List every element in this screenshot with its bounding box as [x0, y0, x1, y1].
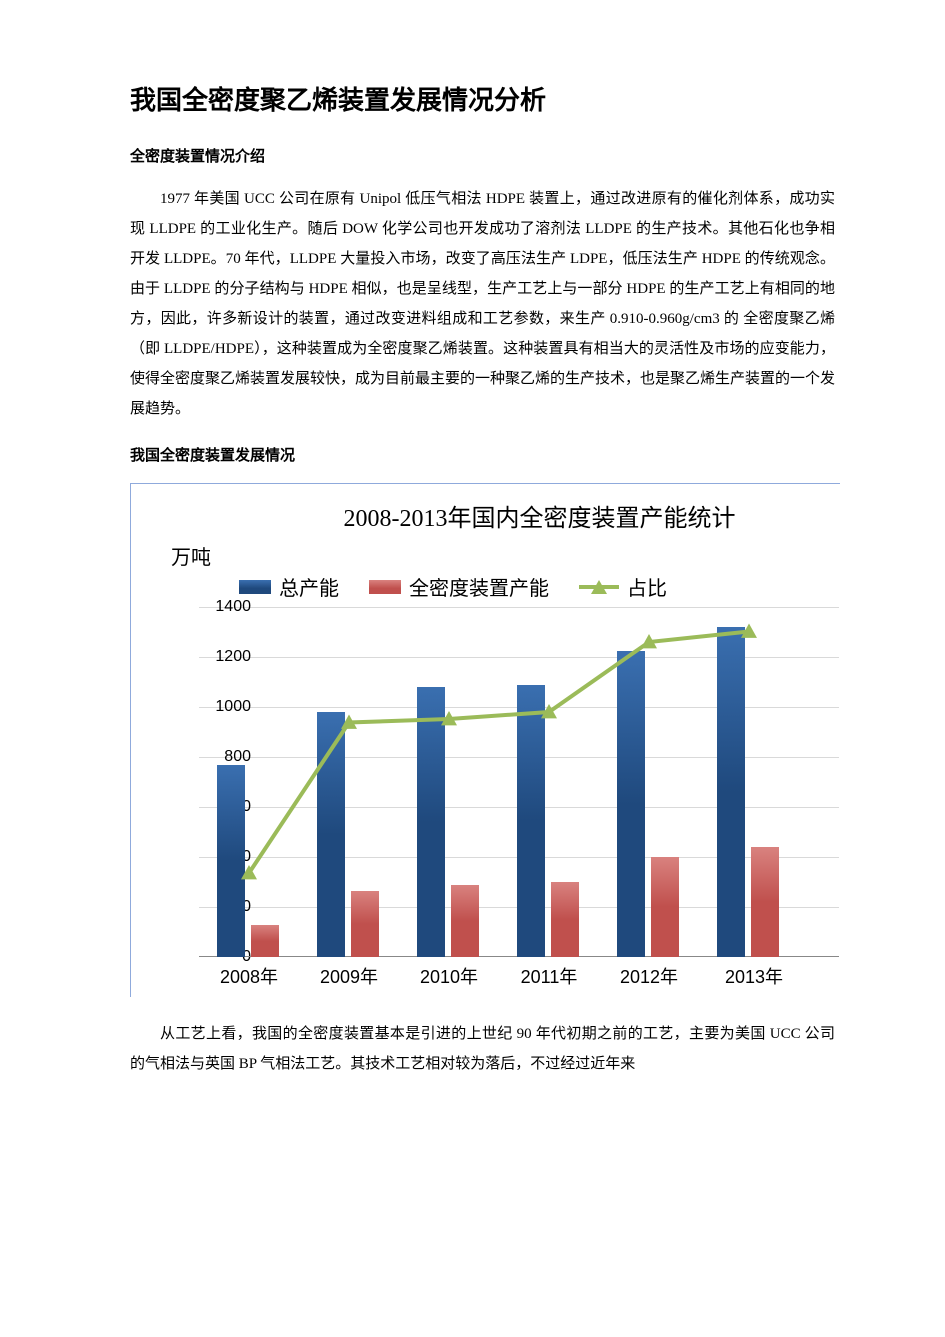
chart-xlabel: 2011年	[499, 963, 599, 989]
chart-xlabel: 2010年	[399, 963, 499, 989]
chart-xlabel: 2012年	[599, 963, 699, 989]
legend-label-total: 总产能	[279, 572, 339, 601]
legend-swatch-total	[239, 580, 271, 594]
chart-legend: 总产能 全密度装置产能 占比	[239, 572, 840, 601]
chart-bar-fd	[451, 885, 479, 958]
chart-y-unit: 万吨	[171, 541, 840, 570]
legend-label-ratio: 占比	[627, 572, 667, 601]
section-head-1: 全密度装置情况介绍	[130, 145, 835, 166]
chart-x-labels: 2008年2009年2010年2011年2012年2013年	[199, 957, 839, 989]
chart-bar-total	[517, 685, 545, 958]
section-head-2: 我国全密度装置发展情况	[130, 444, 835, 465]
chart-bar-fd	[651, 857, 679, 957]
chart-bar-total	[417, 687, 445, 957]
paragraph-2: 从工艺上看，我国的全密度装置基本是引进的上世纪 90 年代初期之前的工艺，主要为…	[130, 1019, 835, 1079]
chart-bar-fd	[551, 882, 579, 957]
legend-label-fd: 全密度装置产能	[409, 572, 549, 601]
legend-item-fd: 全密度装置产能	[369, 572, 549, 601]
chart-bar-total	[317, 712, 345, 957]
legend-item-ratio: 占比	[579, 572, 667, 601]
chart-bar-total	[717, 627, 745, 957]
chart-category	[499, 607, 599, 957]
chart-xlabel: 2009年	[299, 963, 399, 989]
capacity-chart: 2008-2013年国内全密度装置产能统计 万吨 总产能 全密度装置产能 占比 …	[130, 483, 840, 997]
chart-category	[699, 607, 799, 957]
chart-plot-area: 0200400600800100012001400	[199, 607, 839, 957]
chart-category	[399, 607, 499, 957]
chart-category	[599, 607, 699, 957]
chart-bar-total	[617, 651, 645, 957]
chart-bar-fd	[251, 925, 279, 958]
chart-bar-total	[217, 765, 245, 958]
chart-bar-fd	[351, 891, 379, 957]
chart-bar-fd	[751, 847, 779, 957]
legend-swatch-ratio	[579, 585, 619, 589]
chart-category	[299, 607, 399, 957]
chart-title: 2008-2013年国内全密度装置产能统计	[239, 498, 840, 533]
page-title: 我国全密度聚乙烯装置发展情况分析	[130, 80, 835, 117]
chart-category	[199, 607, 299, 957]
legend-swatch-fd	[369, 580, 401, 594]
paragraph-1: 1977 年美国 UCC 公司在原有 Unipol 低压气相法 HDPE 装置上…	[130, 184, 835, 424]
chart-xlabel: 2013年	[699, 963, 809, 989]
legend-item-total: 总产能	[239, 572, 339, 601]
chart-xlabel: 2008年	[199, 963, 299, 989]
